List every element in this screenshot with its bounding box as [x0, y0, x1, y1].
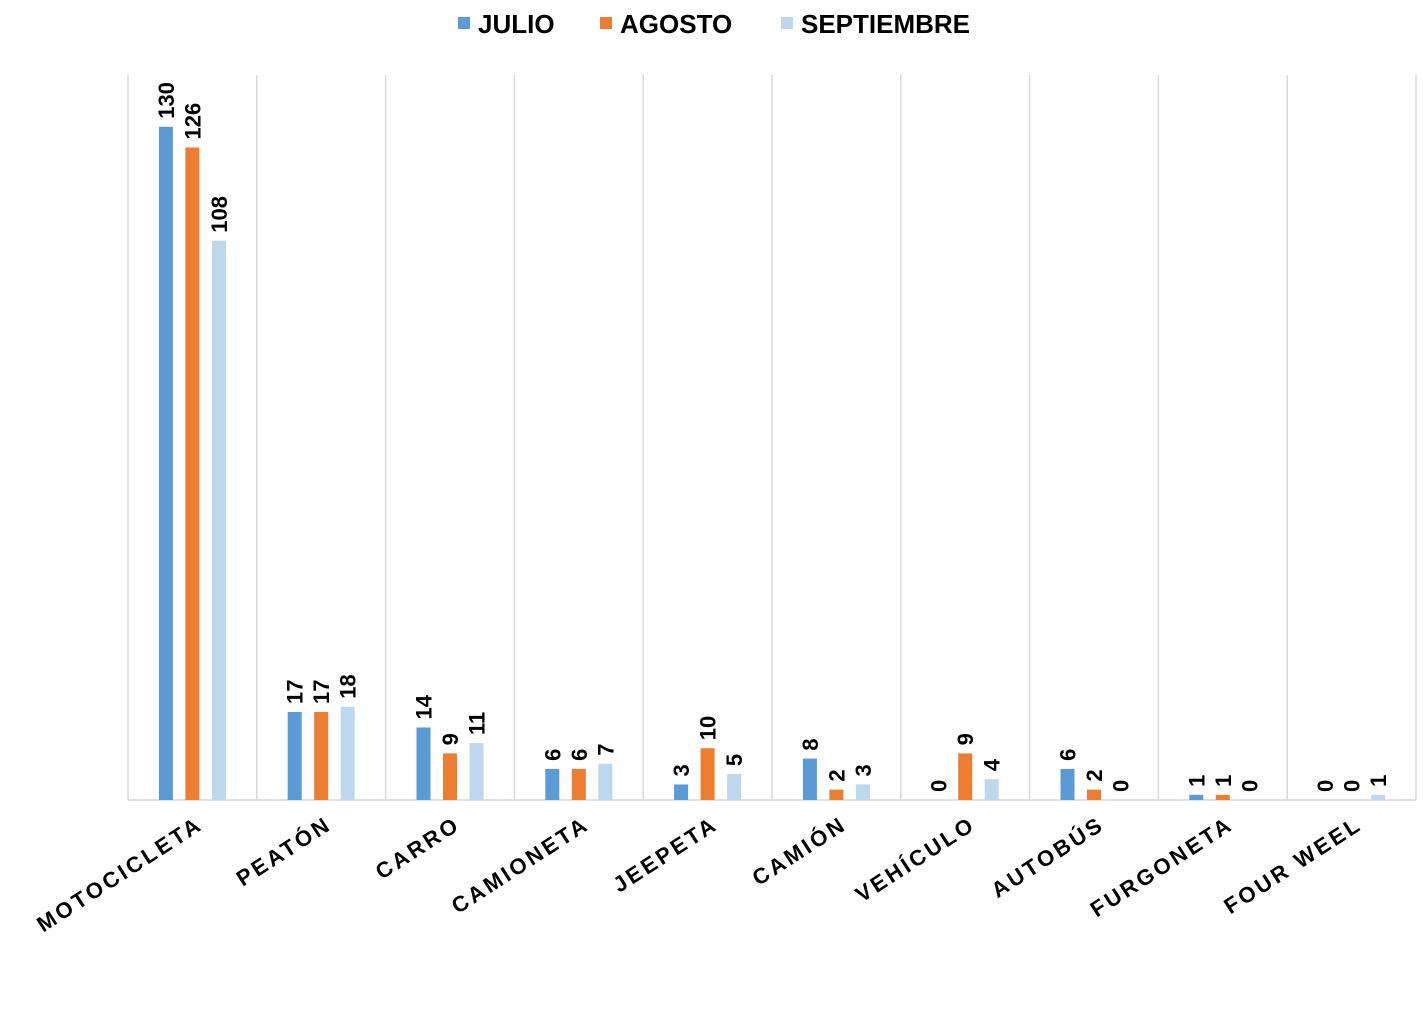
x-tick-label: FOUR WEEL: [1219, 811, 1366, 919]
bar: [443, 753, 457, 800]
legend-label: SEPTIEMBRE: [801, 9, 970, 39]
x-tick-label: CAMIONETA: [447, 811, 594, 918]
x-tick-label: FURGONETA: [1086, 811, 1238, 922]
data-label: 4: [980, 758, 1005, 771]
data-label: 0: [1340, 780, 1365, 792]
data-label: 17: [283, 679, 308, 703]
bar: [598, 763, 613, 800]
data-label: 2: [824, 769, 849, 781]
data-label: 6: [540, 749, 565, 761]
bar: [1215, 794, 1230, 800]
data-label: 5: [722, 754, 747, 766]
bar: [700, 748, 715, 800]
data-label: 10: [696, 716, 721, 740]
data-label: 1: [1184, 775, 1209, 787]
bar: [571, 768, 586, 800]
data-label: 0: [927, 780, 952, 792]
data-label: 7: [593, 744, 618, 756]
bar: [469, 743, 484, 800]
x-tick-label: VEHÍCULO: [851, 811, 980, 907]
legend-swatch: [600, 17, 612, 29]
bar: [855, 784, 870, 800]
data-label: 0: [1313, 780, 1338, 792]
data-label: 11: [465, 712, 490, 735]
data-label: 1: [1366, 775, 1391, 787]
bar: [984, 779, 999, 800]
legend-label: JULIO: [478, 9, 555, 39]
data-label: 9: [953, 733, 978, 745]
bar: [545, 768, 560, 800]
x-tick-label: MOTOCICLETA: [32, 811, 207, 937]
data-label: 6: [1056, 749, 1081, 761]
data-label: 14: [412, 694, 437, 719]
data-label: 1: [1211, 775, 1236, 787]
legend-swatch: [781, 17, 793, 29]
data-label: 9: [438, 733, 463, 745]
data-label: 6: [567, 749, 592, 761]
data-label: 18: [336, 674, 361, 698]
data-label: 0: [1237, 780, 1262, 792]
bar: [727, 774, 742, 800]
data-label: 2: [1082, 769, 1107, 781]
data-label: 8: [798, 738, 823, 750]
bar: [416, 727, 431, 800]
x-tick-label: JEEPETA: [608, 811, 722, 897]
bar: [1371, 794, 1386, 800]
data-label: 130: [154, 82, 179, 119]
bar: [802, 758, 817, 800]
legend-label: AGOSTO: [620, 9, 732, 39]
bar: [158, 126, 173, 801]
bar: [287, 711, 302, 800]
x-tick-label: AUTOBÚS: [987, 811, 1109, 902]
bar: [314, 711, 329, 800]
x-tick-label: CAMIÓN: [748, 811, 852, 890]
data-label: 126: [180, 103, 205, 140]
bar: [1060, 768, 1075, 800]
bar: [829, 789, 844, 800]
data-label: 3: [851, 764, 876, 776]
data-label: 0: [1109, 780, 1134, 792]
data-label: 17: [309, 679, 334, 703]
bar: [211, 240, 226, 800]
bar: [185, 147, 200, 800]
x-tick-label: PEATÓN: [232, 811, 336, 891]
data-label: 3: [669, 764, 694, 776]
bar: [1087, 789, 1101, 800]
legend-swatch: [458, 17, 470, 29]
x-tick-label: CARRO: [371, 811, 465, 884]
data-label: 108: [207, 196, 232, 233]
bar: [340, 706, 355, 800]
bar: [1189, 794, 1204, 800]
bar: [958, 753, 973, 800]
bar: [674, 784, 689, 800]
